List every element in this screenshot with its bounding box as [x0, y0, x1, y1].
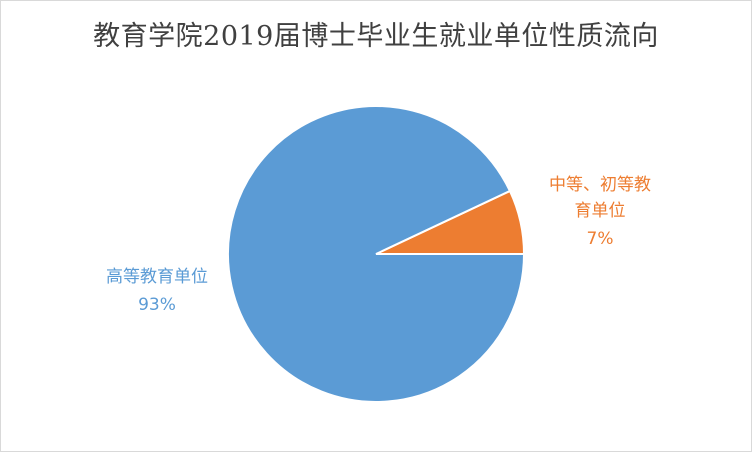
- slice-1-category-label: 育单位: [575, 201, 626, 221]
- slice-2-percent-label: 93%: [138, 295, 176, 315]
- pie-slice-2: [227, 105, 526, 403]
- chart-title: 教育学院2019届博士毕业生就业单位性质流向: [93, 21, 659, 52]
- slice-1-category-label: 中等、初等教: [549, 175, 651, 195]
- slice-2-category-label: 高等教育单位: [106, 267, 208, 287]
- slice-1-percent-label: 7%: [587, 229, 614, 249]
